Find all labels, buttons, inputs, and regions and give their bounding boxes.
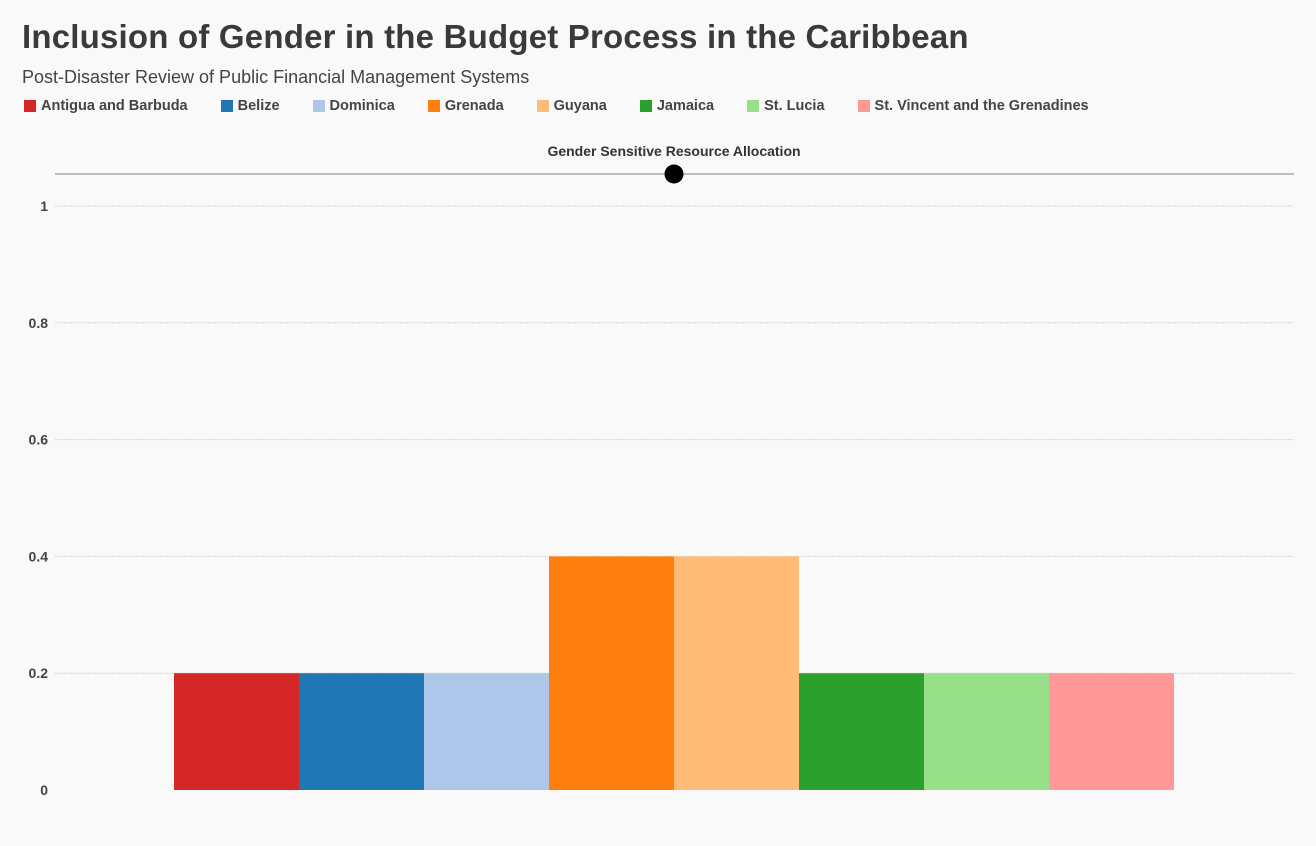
legend-label: Belize [237,98,280,114]
y-tick-label: 0.6 [29,432,49,448]
bar[interactable] [799,673,924,790]
bar[interactable] [674,556,799,790]
legend-label: St. Vincent and the Grenadines [874,98,1089,114]
y-tick-label: 1 [40,198,48,214]
legend-item[interactable]: Antigua and Barbuda [24,98,188,114]
legend-item[interactable]: Dominica [312,98,395,114]
legend-item[interactable]: St. Vincent and the Grenadines [857,98,1089,114]
legend-swatch [536,100,549,112]
legend-item[interactable]: Grenada [427,98,504,114]
legend-swatch [639,100,652,112]
legend-item[interactable]: Jamaica [639,98,715,114]
legend-label: St. Lucia [764,98,825,114]
legend-label: Jamaica [656,98,715,114]
legend: Antigua and Barbuda Belize Dominica Grenada… [24,98,1122,114]
slider-handle[interactable] [664,164,684,184]
legend-item[interactable]: Belize [220,98,280,114]
chart-title: Inclusion of Gender in the Budget Proces… [22,18,969,55]
y-tick-label: 0.8 [29,315,49,331]
bar[interactable] [174,673,299,790]
chart-area: Gender Sensitive Resource Allocation 0 0.2… [0,130,1316,841]
slider-label: Gender Sensitive Resource Allocation [547,143,800,159]
y-tick-label: 0.4 [29,548,49,564]
legend-label: Antigua and Barbuda [41,98,188,114]
legend-swatch [747,100,760,112]
bar[interactable] [924,673,1049,790]
bar[interactable] [549,556,674,790]
legend-swatch [220,100,233,112]
legend-label: Guyana [553,98,607,114]
bar[interactable] [424,673,549,790]
legend-swatch [427,100,440,112]
legend-label: Grenada [444,98,504,114]
y-tick-label: 0 [40,782,48,798]
bar[interactable] [1049,673,1174,790]
legend-swatch [312,100,325,112]
y-tick-label: 0.2 [29,665,49,681]
legend-swatch [24,100,36,112]
legend-item[interactable]: Guyana [536,98,607,114]
bar-chart-svg: Gender Sensitive Resource Allocation 0 0.2… [29,143,1294,798]
legend-swatch [857,100,870,112]
legend-item[interactable]: St. Lucia [747,98,825,114]
legend-label: Dominica [329,98,395,114]
chart-subtitle: Post-Disaster Review of Public Financial… [22,67,530,87]
bar[interactable] [299,673,424,790]
